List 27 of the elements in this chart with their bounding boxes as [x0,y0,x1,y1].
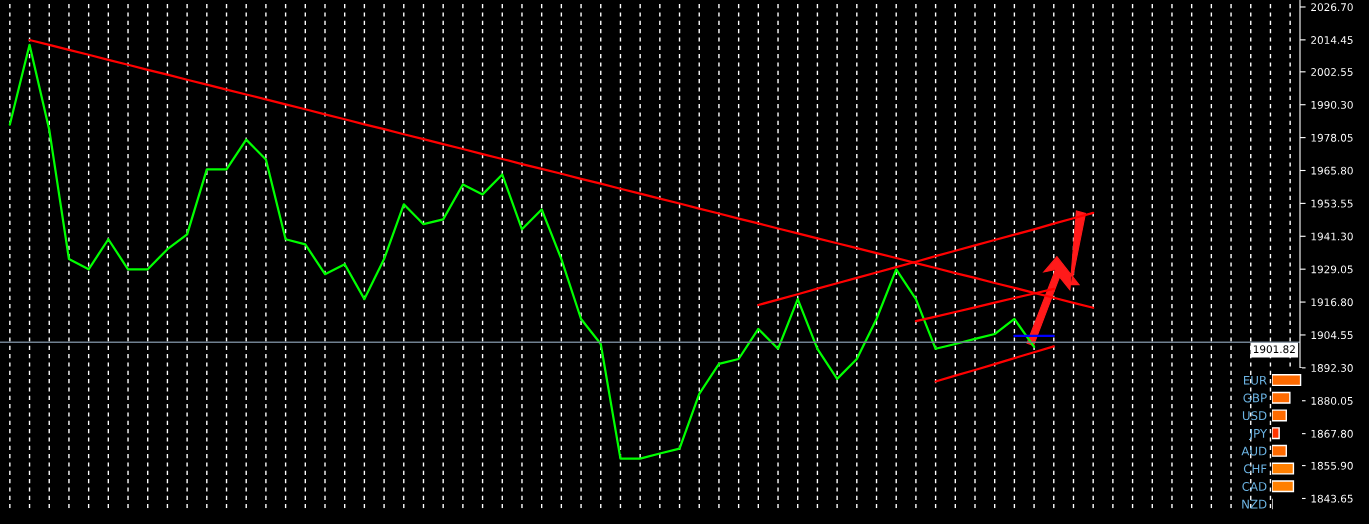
y-tick-label: 1916.80 [1311,298,1353,307]
y-tick-label: 1904.55 [1311,331,1353,340]
y-tick-label: 1867.80 [1311,429,1353,438]
y-tick-label: 2026.70 [1311,3,1353,12]
line-series [8,43,1036,460]
y-tick-label: 1892.30 [1311,364,1353,372]
y-tick-label: JPY [1248,429,1268,440]
y-tick-label: GBP [1243,393,1267,403]
line-series [934,345,1055,383]
y-tick-label: 1941.30 [1311,232,1353,241]
y-tick-label: 2002.55 [1311,68,1353,76]
y-tick-label: USD [1242,411,1267,421]
y-tick-label: 1965.80 [1311,166,1353,175]
y-tick-label: 2014.45 [1311,36,1353,44]
y-tick-label: 1855.90 [1311,461,1353,470]
y-tick-label: AUD [1241,446,1267,456]
y-tick-label: 1843.65 [1311,494,1353,503]
y-tick-label: 1880.05 [1311,396,1353,405]
y-tick-label: 1990.30 [1311,100,1353,109]
ref-line-label: 1901.82 [1253,345,1295,354]
y-tick-label: CAD [1242,481,1267,491]
y-tick-label: CHF [1243,464,1267,474]
y-tick-label: 1929.05 [1311,265,1353,274]
y-tick-label: 1978.05 [1311,133,1353,142]
y-tick-label: NZD [1242,499,1267,509]
y-tick-label: 1953.55 [1311,199,1353,208]
y-tick-label: EUR [1243,375,1267,385]
